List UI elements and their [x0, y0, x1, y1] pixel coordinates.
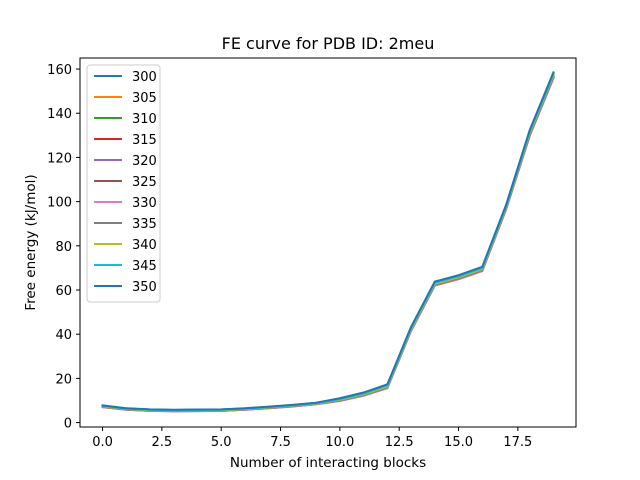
- x-axis-ticks: 0.0 2.5 5.0 7.5 10.0 12.5 15.0 17.5: [92, 427, 532, 450]
- chart-title: FE curve for PDB ID: 2meu: [222, 34, 435, 53]
- legend-label: 305: [132, 91, 157, 106]
- series-line-335: [101, 75, 555, 413]
- legend-label: 300: [132, 70, 157, 85]
- series-line-330: [101, 76, 555, 413]
- x-tick-label: 2.5: [152, 435, 173, 450]
- y-tick-label: 40: [55, 328, 72, 343]
- series-line-315: [101, 74, 555, 412]
- x-tick-label: 17.5: [503, 435, 532, 450]
- legend-label: 350: [132, 280, 157, 295]
- legend-label: 310: [132, 112, 157, 127]
- x-tick-label: 5.0: [211, 435, 232, 450]
- series-line-350: [101, 71, 555, 411]
- series-line-340: [101, 73, 555, 412]
- legend-label: 320: [132, 154, 157, 169]
- series-line-345: [101, 72, 555, 412]
- legend-label: 345: [132, 259, 157, 274]
- y-axis-ticks: 0 20 40 60 80 100 120 140 160: [47, 63, 80, 432]
- y-tick-label: 160: [47, 63, 72, 78]
- legend-box: [86, 64, 161, 303]
- x-tick-label: 7.5: [270, 435, 291, 450]
- legend-label: 330: [132, 196, 157, 211]
- y-tick-label: 140: [47, 107, 72, 122]
- series-line-325: [101, 76, 555, 413]
- x-tick-label: 15.0: [444, 435, 473, 450]
- legend-label: 340: [132, 238, 157, 253]
- series-line-310: [101, 73, 555, 412]
- legend-label: 325: [132, 175, 157, 190]
- series-line-300: [101, 72, 555, 411]
- x-axis-label: Number of interacting blocks: [230, 455, 426, 471]
- axes-frame: [79, 57, 577, 428]
- y-tick-label: 120: [47, 151, 72, 166]
- legend-label: 315: [132, 133, 157, 148]
- y-tick-label: 20: [55, 372, 72, 387]
- series-line-320: [101, 75, 555, 413]
- y-tick-label: 0: [64, 417, 72, 432]
- legend-label: 335: [132, 217, 157, 232]
- y-tick-label: 80: [55, 240, 72, 255]
- series-line-305: [101, 73, 555, 412]
- series-lines: [101, 71, 555, 413]
- y-tick-label: 60: [55, 284, 72, 299]
- legend: 300 305 310 315 320 325 330 335 340 345 350: [86, 64, 161, 303]
- y-axis-label: Free energy (kJ/mol): [23, 174, 39, 310]
- x-tick-label: 0.0: [92, 435, 113, 450]
- x-tick-label: 10.0: [325, 435, 354, 450]
- x-tick-label: 12.5: [385, 435, 414, 450]
- y-tick-label: 100: [47, 196, 72, 211]
